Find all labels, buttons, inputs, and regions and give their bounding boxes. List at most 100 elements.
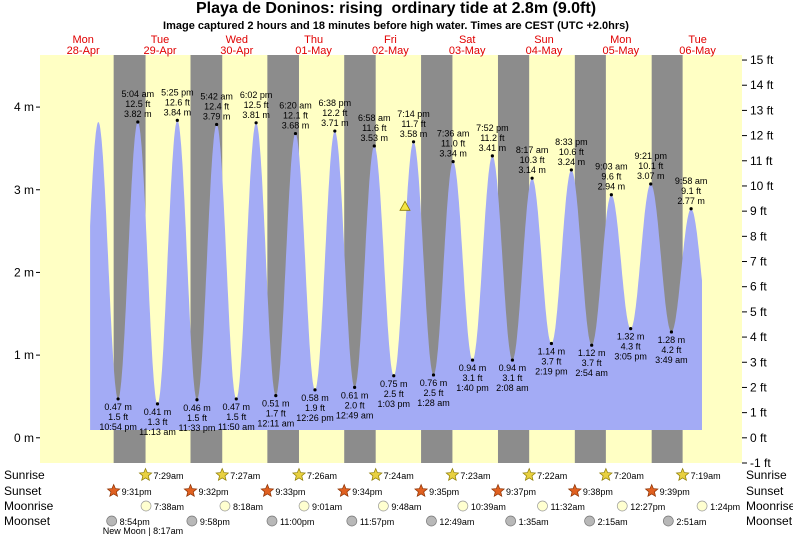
moonset-time: 2:15am (598, 517, 628, 527)
extreme-m: 0.76 m (420, 378, 448, 388)
moonrise-icon (140, 500, 152, 512)
extreme-time: 2:54 am (575, 368, 608, 378)
extreme-marker (569, 168, 573, 172)
sunset-time: 9:38pm (583, 487, 613, 497)
extreme-m: 0.58 m (301, 393, 329, 403)
y2-tick-label: 7 ft (750, 255, 767, 269)
moonrise-row-label-right: Moonrise (746, 499, 793, 513)
extreme-m: 0.94 m (459, 363, 487, 373)
extreme-time: 9:21 pm (634, 151, 667, 161)
extreme-marker (689, 207, 693, 211)
moonrise-time: 12:27pm (630, 502, 665, 512)
sunset-row-label: Sunset (4, 484, 42, 498)
sunrise-time: 7:20am (614, 471, 644, 481)
extreme-time: 9:03 am (595, 162, 628, 172)
extreme-m: 3.79 m (203, 111, 231, 121)
day-name: Tue (151, 34, 170, 46)
extreme-time: 1:40 pm (456, 383, 489, 393)
extreme-ft: 1.9 ft (305, 403, 326, 413)
extreme-marker (175, 118, 179, 122)
y2-tick-label: 4 ft (750, 330, 767, 344)
y2-tick-label: 14 ft (750, 78, 774, 92)
moonrise-time: 11:32am (551, 502, 585, 512)
moon-phase: New Moon | 8:17am (103, 526, 183, 536)
y2-tick-label: -1 ft (750, 456, 771, 470)
extreme-ft: 10.1 ft (638, 161, 664, 171)
y2-tick-label: 13 ft (750, 103, 774, 117)
extreme-marker (293, 131, 298, 136)
extreme-marker (451, 160, 455, 164)
extreme-m: 1.32 m (617, 332, 645, 342)
extreme-m: 0.41 m (144, 407, 172, 417)
y-tick-label: 3 m (14, 183, 34, 197)
extreme-time: 6:02 pm (240, 90, 273, 100)
day-name: Thu (304, 34, 323, 46)
sunrise-time: 7:22am (537, 471, 567, 481)
extreme-time: 5:04 am (122, 89, 155, 99)
sunset-icon (106, 483, 121, 498)
sunrise-icon (138, 467, 153, 482)
y2-tick-label: 1 ft (750, 406, 767, 420)
right-axis-bg (742, 53, 793, 467)
moonset-icon (346, 515, 358, 527)
day-name: Fri (384, 34, 397, 46)
extreme-m: 3.07 m (637, 171, 665, 181)
extreme-ft: 3.1 ft (502, 373, 523, 383)
extreme-time: 1:03 pm (377, 399, 410, 409)
sunset-time: 9:34pm (352, 487, 382, 497)
extreme-m: 1.28 m (658, 335, 686, 345)
extreme-marker (510, 358, 515, 362)
extreme-ft: 11.6 ft (362, 123, 387, 133)
extreme-ft: 12.1 ft (283, 111, 309, 121)
moonrise-time: 1:24pm (710, 502, 740, 512)
sunset-time: 9:32pm (199, 487, 229, 497)
moonrise-icon (378, 500, 389, 512)
sunrise-time: 7:29am (154, 471, 184, 481)
extreme-marker (274, 394, 278, 398)
extreme-marker (392, 374, 396, 378)
extreme-time: 12:49 am (336, 410, 374, 420)
moonset-time: 1:35am (519, 517, 549, 527)
sunset-time: 9:33pm (275, 487, 305, 497)
extreme-ft: 12.5 ft (244, 100, 270, 110)
moonset-icon (186, 515, 198, 527)
extreme-time: 3:49 am (655, 355, 688, 365)
extreme-ft: 3.1 ft (463, 373, 484, 383)
extreme-time: 8:17 am (516, 145, 549, 155)
extreme-m: 3.24 m (558, 157, 586, 167)
extreme-ft: 9.1 ft (681, 186, 702, 196)
sunrise-icon (368, 467, 383, 482)
extreme-marker (136, 120, 140, 124)
sunrise-icon (522, 467, 537, 482)
sunrise-icon (215, 467, 230, 482)
extreme-time: 2:08 am (496, 383, 529, 393)
extreme-ft: 12.4 ft (204, 101, 230, 111)
day-date: 29-Apr (143, 45, 176, 57)
extreme-marker (470, 358, 475, 362)
extreme-m: 3.82 m (124, 109, 152, 119)
extreme-m: 1.14 m (538, 347, 566, 357)
y2-tick-label: 12 ft (750, 129, 774, 143)
extreme-m: 3.34 m (439, 149, 467, 159)
y2-tick-label: 11 ft (750, 154, 773, 168)
extreme-marker (629, 327, 633, 331)
extreme-time: 7:36 am (437, 129, 470, 139)
moonset-time: 12:49am (439, 517, 474, 527)
y2-tick-label: 10 ft (750, 179, 774, 193)
extreme-ft: 3.7 ft (541, 357, 562, 367)
y2-tick-label: 2 ft (750, 380, 767, 394)
extreme-ft: 12.2 ft (322, 108, 348, 118)
extreme-marker (490, 154, 494, 158)
moonset-icon (266, 515, 278, 527)
day-date: 30-Apr (220, 45, 253, 57)
day-name: Tue (688, 34, 707, 46)
extreme-ft: 1.7 ft (266, 409, 287, 419)
extreme-ft: 11.0 ft (441, 139, 466, 149)
tide-area (90, 120, 703, 431)
sunrise-time: 7:27am (230, 471, 260, 481)
y-tick-label: 1 m (14, 348, 34, 362)
moonrise-time: 9:48am (391, 502, 421, 512)
chart-subtitle: Image captured 2 hours and 18 minutes be… (163, 20, 629, 32)
moonset-icon (426, 515, 437, 527)
moonset-icon (584, 515, 595, 527)
